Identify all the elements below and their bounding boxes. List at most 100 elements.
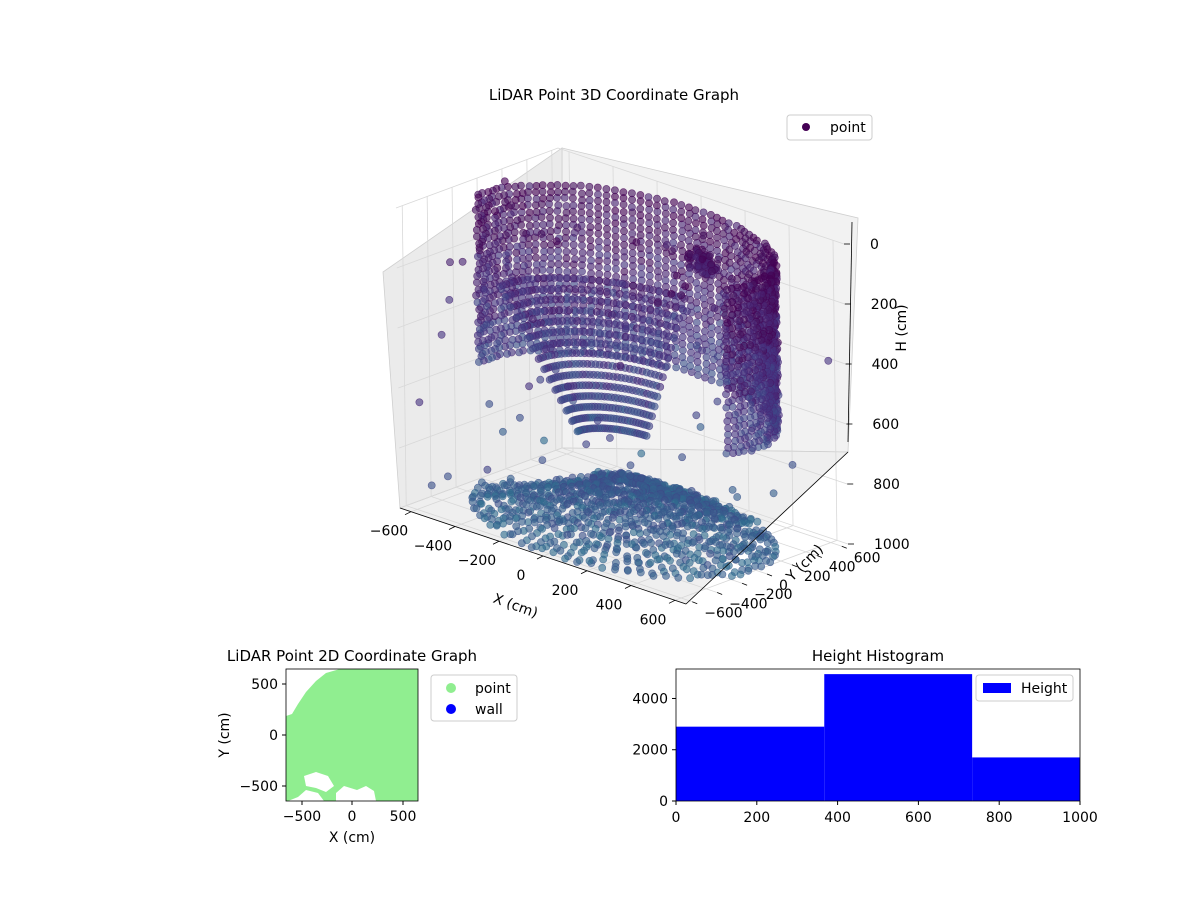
lidar-point	[637, 449, 646, 458]
plot-3d-title: LiDAR Point 3D Coordinate Graph	[489, 86, 739, 104]
plot-2d: LiDAR Point 2D Coordinate Graph −500 0 5…	[217, 647, 518, 846]
lidar-point	[525, 221, 534, 230]
lidar-point	[736, 547, 745, 556]
lidar-point	[532, 181, 541, 190]
lidar-point	[670, 278, 678, 287]
legend-3d: point	[786, 114, 873, 141]
histogram-y-tick-label: 2000	[632, 743, 668, 759]
lidar-point	[713, 352, 722, 361]
lidar-point	[707, 336, 716, 345]
lidar-point	[678, 453, 686, 462]
lidar-point	[540, 436, 548, 445]
lidar-point	[683, 522, 692, 531]
lidar-point	[532, 221, 541, 229]
lidar-point	[621, 324, 630, 333]
histogram-bar	[676, 726, 825, 801]
lidar-point	[538, 456, 547, 464]
lidar-point	[645, 258, 654, 267]
lidar-point	[603, 270, 612, 279]
lidar-point	[619, 214, 628, 223]
lidar-point	[662, 572, 670, 580]
lidar-point	[497, 311, 506, 320]
histogram-x-tick-label: 200	[743, 810, 770, 826]
lidar-point	[692, 341, 701, 350]
lidar-point	[474, 219, 483, 228]
y-tick-2d-label: 0	[269, 728, 278, 744]
grid-line-z	[395, 147, 845, 245]
lidar-point	[622, 290, 630, 299]
histogram-x-tick-label: 800	[986, 810, 1013, 826]
lidar-point	[645, 265, 654, 274]
lidar-point	[513, 190, 521, 198]
lidar-point	[635, 293, 643, 302]
legend-histogram-swatch	[983, 683, 1011, 693]
lidar-point	[520, 261, 528, 270]
lidar-point	[693, 305, 702, 313]
lidar-point	[719, 533, 728, 541]
lidar-point	[721, 311, 730, 320]
lidar-point	[692, 278, 701, 287]
lidar-point	[477, 352, 486, 360]
histogram-y-tick-label: 4000	[632, 691, 668, 707]
z-tick-3d-label: 1000	[874, 537, 910, 553]
lidar-point	[539, 497, 548, 506]
gap-2d-2	[366, 792, 374, 801]
lidar-point	[724, 430, 732, 439]
lidar-point	[603, 499, 611, 508]
lidar-point	[483, 492, 492, 501]
lidar-point	[731, 430, 739, 439]
lidar-point	[751, 353, 760, 361]
lidar-point	[485, 241, 494, 249]
lidar-point	[518, 202, 527, 211]
lidar-point	[525, 208, 534, 217]
x-tick-3d-label: −400	[414, 538, 452, 554]
lidar-point	[506, 488, 515, 497]
lidar-point	[623, 554, 632, 563]
lidar-point	[679, 319, 687, 328]
lidar-point	[727, 274, 736, 283]
lidar-point	[620, 260, 629, 269]
lidar-point	[557, 396, 565, 405]
lidar-point	[554, 530, 563, 538]
lidar-point	[554, 266, 563, 275]
lidar-point	[661, 223, 669, 232]
lidar-point	[707, 267, 716, 276]
lidar-point	[561, 181, 570, 190]
lidar-point	[540, 240, 548, 249]
lidar-point	[427, 481, 436, 490]
y-tick-3d-mark	[766, 573, 773, 577]
lidar-point	[626, 471, 635, 480]
lidar-point	[553, 181, 562, 189]
lidar-point	[602, 198, 611, 206]
lidar-point	[475, 305, 484, 314]
lidar-point	[532, 502, 541, 511]
lidar-point	[573, 558, 581, 566]
lidar-point	[570, 247, 578, 256]
x-tick-3d-mark	[448, 526, 456, 530]
lidar-point	[685, 558, 694, 567]
lidar-point	[611, 186, 619, 195]
lidar-point	[700, 544, 709, 553]
lidar-point	[552, 237, 561, 246]
lidar-point	[608, 278, 617, 287]
lidar-point	[736, 402, 745, 411]
legend-3d-label: point	[830, 120, 866, 136]
lidar-point	[637, 270, 646, 279]
lidar-point	[555, 221, 563, 230]
legend-2d-marker-point	[446, 683, 456, 693]
lidar-point	[578, 228, 586, 237]
lidar-point	[475, 239, 484, 248]
lidar-point	[741, 362, 750, 371]
lidar-point	[724, 424, 732, 432]
lidar-point	[603, 224, 611, 233]
lidar-point	[493, 339, 501, 348]
lidar-point	[753, 517, 762, 526]
lidar-point	[596, 512, 605, 521]
lidar-point	[724, 443, 733, 452]
lidar-point	[700, 334, 708, 343]
lidar-point	[599, 555, 608, 564]
lidar-point	[497, 331, 506, 340]
lidar-point	[611, 232, 620, 241]
lidar-point	[562, 406, 571, 415]
